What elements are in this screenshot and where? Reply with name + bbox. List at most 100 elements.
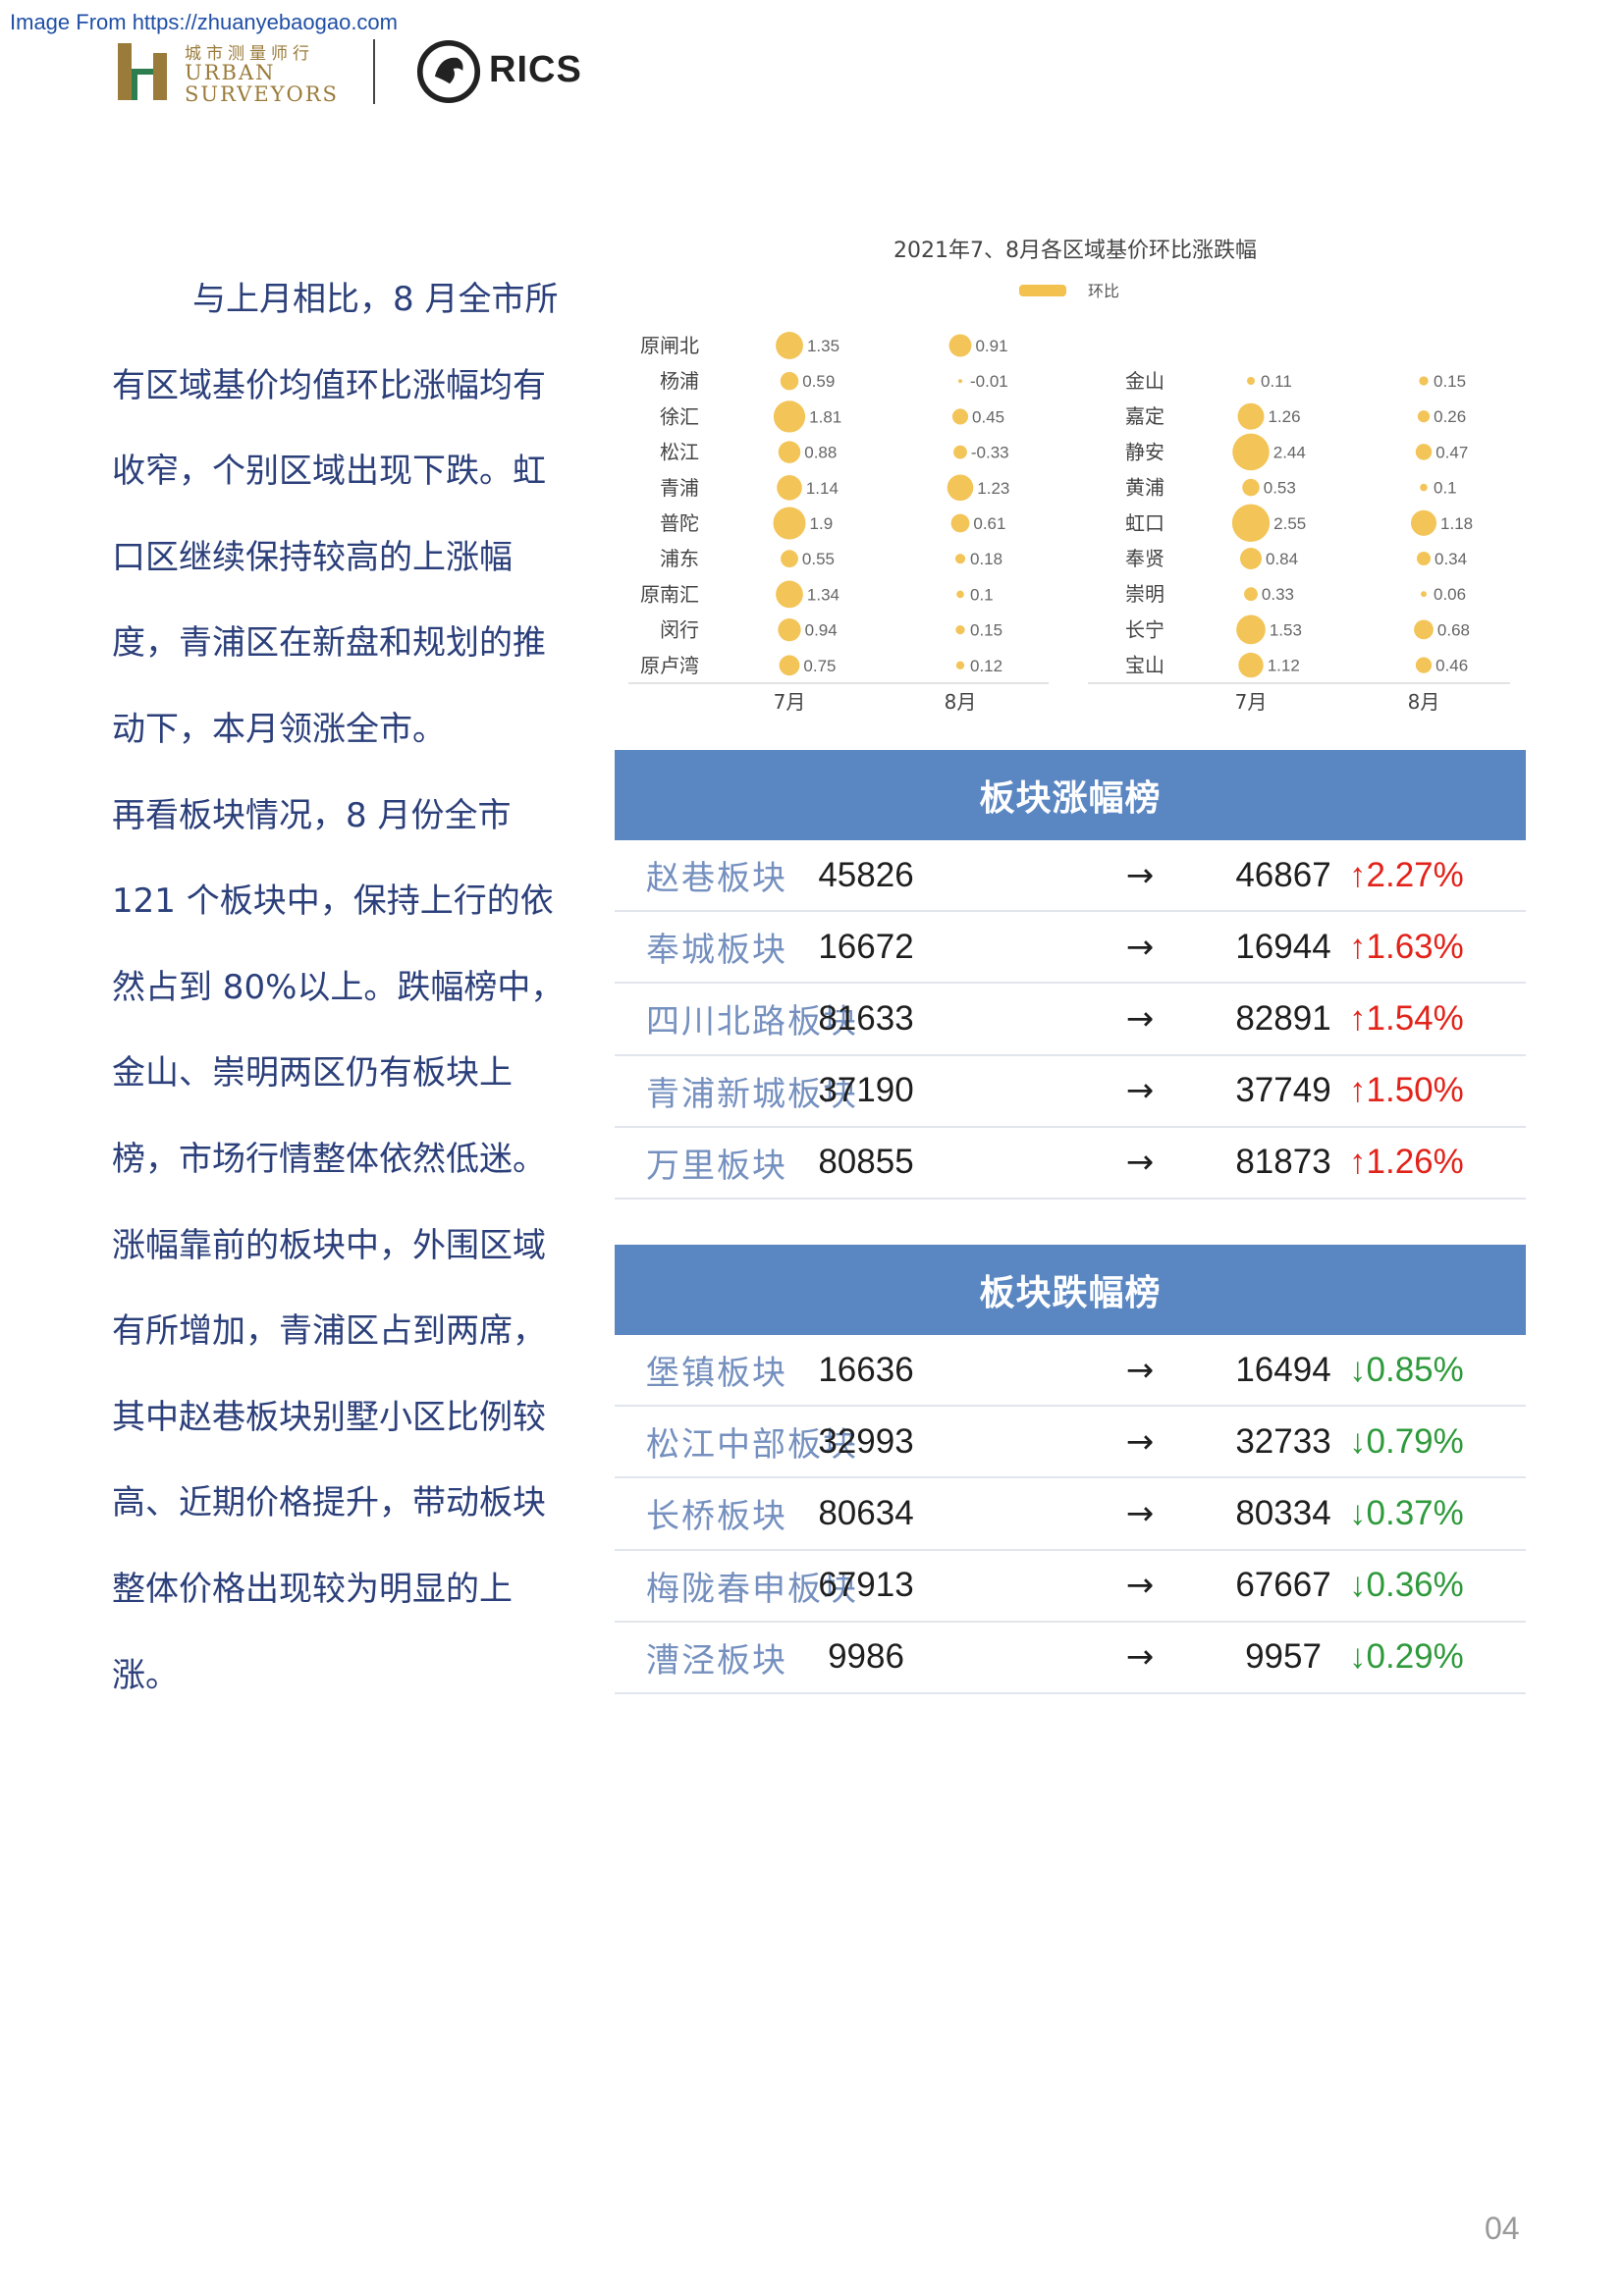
- data-label: -0.01: [970, 372, 1008, 391]
- data-label: 2.44: [1273, 443, 1306, 461]
- fall-ranking-table: 板块跌幅榜 堡镇板块 16636 → 16494 ↓0.85% 松江中部板块 32993 → 3…: [615, 1245, 1526, 1694]
- district-label: 虹口: [1125, 511, 1164, 535]
- data-point: [776, 580, 803, 609]
- data-point: [953, 445, 967, 459]
- data-label: 0.45: [972, 407, 1004, 426]
- table-row: 奉城板块 16672 → 16944 ↑1.63%: [615, 912, 1526, 985]
- page-number: 04: [1485, 2211, 1520, 2246]
- district-label: 普陀: [660, 511, 699, 535]
- data-label: 1.53: [1270, 620, 1302, 639]
- paragraph-2: 再看板块情况，8 月份全市 121 个板块中，保持上行的依然占到 80%以上。跌…: [112, 795, 565, 1695]
- district-label: 浦东: [660, 547, 699, 570]
- data-point: [948, 334, 972, 357]
- data-label: 0.94: [805, 621, 838, 640]
- table-row: 漕泾板块 9986 → 9957 ↓0.29%: [615, 1623, 1526, 1694]
- data-point: [1247, 377, 1255, 385]
- price-after: 46867: [1235, 855, 1331, 894]
- rics-wordmark: RICS: [489, 49, 582, 90]
- data-point: [773, 400, 806, 433]
- price-before: 80855: [818, 1143, 914, 1182]
- data-label: 1.9: [810, 514, 834, 533]
- data-point: [1415, 444, 1433, 460]
- logo-divider: [373, 39, 375, 104]
- data-point: [1238, 652, 1264, 678]
- price-after: 67667: [1235, 1566, 1331, 1605]
- block-name: 长桥板块: [646, 1497, 787, 1537]
- block-name: 青浦新城板块: [646, 1074, 858, 1114]
- rics-lion-icon: [416, 39, 481, 104]
- price-after: 16944: [1235, 927, 1331, 966]
- arrow-icon: →: [1125, 1421, 1155, 1462]
- data-point: [778, 617, 801, 642]
- data-label: 0.12: [970, 657, 1002, 675]
- block-name: 松江中部板块: [646, 1425, 858, 1466]
- price-after: 37749: [1235, 1071, 1331, 1110]
- change-percent: ↓0.85%: [1349, 1350, 1464, 1389]
- logo-english-name-line1: URBAN: [185, 61, 276, 84]
- data-point: [780, 371, 799, 391]
- data-label: 2.55: [1273, 514, 1306, 533]
- data-label: 0.59: [802, 372, 835, 391]
- district-label: 奉贤: [1125, 547, 1164, 570]
- arrow-icon: →: [1125, 927, 1155, 967]
- table-row: 梅陇春申板块 67913 → 67667 ↓0.36%: [615, 1551, 1526, 1623]
- data-label: 0.53: [1264, 479, 1296, 498]
- rics-logo: RICS: [416, 37, 613, 106]
- district-label: 原闸北: [640, 334, 699, 357]
- data-point: [778, 441, 801, 463]
- price-before: 16672: [818, 927, 914, 966]
- logo-chinese-name: 城市测量师行: [185, 44, 314, 64]
- change-percent: ↑1.63%: [1349, 927, 1464, 966]
- data-label: 0.15: [970, 621, 1002, 640]
- data-label: 0.34: [1435, 550, 1467, 568]
- data-label: 0.88: [804, 444, 837, 462]
- data-label: 1.18: [1440, 514, 1473, 533]
- data-point: [779, 655, 800, 676]
- data-point: [1417, 410, 1431, 423]
- data-point: [958, 379, 962, 384]
- data-point: [951, 408, 969, 425]
- district-label: 杨浦: [660, 369, 699, 393]
- data-label: 1.23: [977, 479, 1009, 498]
- block-name: 堡镇板块: [646, 1354, 787, 1394]
- data-label: 1.35: [807, 337, 839, 355]
- data-point: [1415, 657, 1433, 673]
- urban-surveyors-mark-icon: [118, 43, 167, 100]
- data-point: [1242, 478, 1260, 497]
- data-label: 0.84: [1266, 550, 1298, 568]
- change-percent: ↓0.79%: [1349, 1421, 1464, 1461]
- data-point: [1421, 591, 1427, 598]
- district-label: 静安: [1125, 440, 1164, 463]
- data-point: [1231, 504, 1271, 542]
- fall-table-title: 板块跌幅榜: [615, 1245, 1526, 1335]
- legend-swatch: [1019, 285, 1066, 296]
- arrow-icon: →: [1125, 1637, 1155, 1678]
- x-tick-label: 8月: [945, 690, 977, 714]
- price-after: 82891: [1235, 998, 1331, 1038]
- block-name: 漕泾板块: [646, 1640, 787, 1681]
- district-label: 徐汇: [660, 404, 699, 428]
- x-tick-label: 7月: [1235, 690, 1268, 714]
- data-point: [776, 332, 803, 359]
- price-before: 32993: [818, 1421, 914, 1461]
- data-point: [954, 554, 966, 564]
- data-label: 0.61: [973, 514, 1005, 533]
- change-percent: ↑1.50%: [1349, 1071, 1464, 1110]
- data-label: -0.33: [971, 444, 1009, 462]
- arrow-icon: →: [1125, 855, 1155, 895]
- district-change-chart: 2021年7、8月各区域基价环比涨跌幅 环比 原闸北 1.35 0.91 杨浦 0.59 -0…: [619, 228, 1522, 717]
- arrow-icon: →: [1125, 1566, 1155, 1606]
- arrow-icon: →: [1125, 1493, 1155, 1533]
- data-label: 1.26: [1268, 407, 1300, 426]
- district-label: 金山: [1125, 369, 1164, 393]
- block-name: 梅陇春申板块: [646, 1569, 858, 1609]
- price-before: 37190: [818, 1071, 914, 1110]
- price-before: 9986: [828, 1637, 904, 1677]
- district-label: 长宁: [1125, 617, 1164, 641]
- rise-table-title: 板块涨幅榜: [615, 750, 1526, 840]
- block-name: 赵巷板块: [646, 859, 787, 899]
- arrow-icon: →: [1125, 1143, 1155, 1183]
- data-label: 0.55: [802, 550, 835, 568]
- data-label: 0.1: [970, 585, 994, 604]
